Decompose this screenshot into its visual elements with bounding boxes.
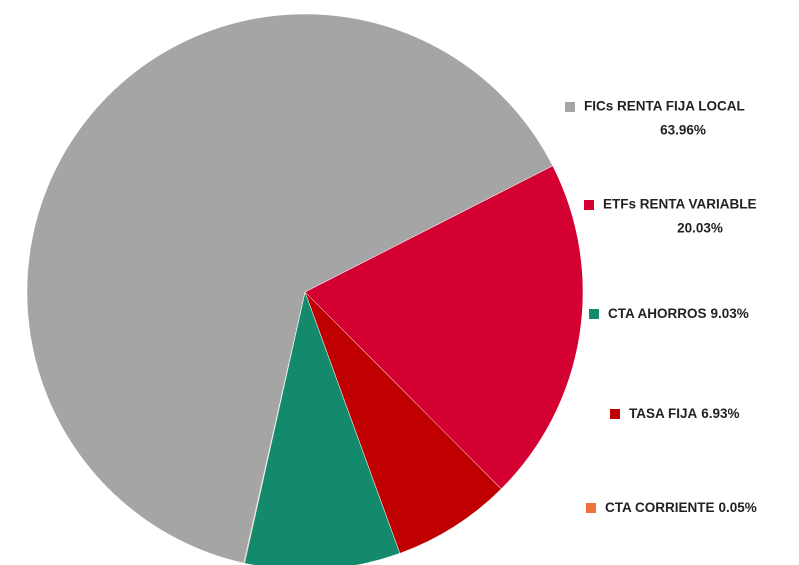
legend-swatch <box>610 409 620 419</box>
legend-swatch <box>565 102 575 112</box>
legend-value: 9.03% <box>711 306 749 321</box>
legend-swatch <box>586 503 596 513</box>
pie-slice <box>244 291 401 565</box>
legend-entry: CTA CORRIENTE 0.05% <box>605 500 757 515</box>
legend-entry: TASA FIJA 6.93% <box>629 406 740 421</box>
legend-value: 20.03% <box>677 221 723 236</box>
legend-swatch <box>584 200 594 210</box>
pie-slice <box>304 165 584 490</box>
legend-swatch <box>589 309 599 319</box>
legend-value: 63.96% <box>660 123 706 138</box>
legend-label: TASA FIJA <box>629 406 698 421</box>
pie-slice <box>26 13 554 564</box>
legend-value: 6.93% <box>701 406 739 421</box>
legend-entry: CTA AHORROS 9.03% <box>608 306 749 321</box>
legend-value: 0.05% <box>719 500 757 515</box>
legend-label: ETFs RENTA VARIABLE <box>603 197 757 212</box>
pie-slice <box>304 291 502 554</box>
legend-label: CTA AHORROS <box>608 306 707 321</box>
legend-label: CTA CORRIENTE <box>605 500 715 515</box>
legend-label: FICs RENTA FIJA LOCAL <box>584 99 745 114</box>
